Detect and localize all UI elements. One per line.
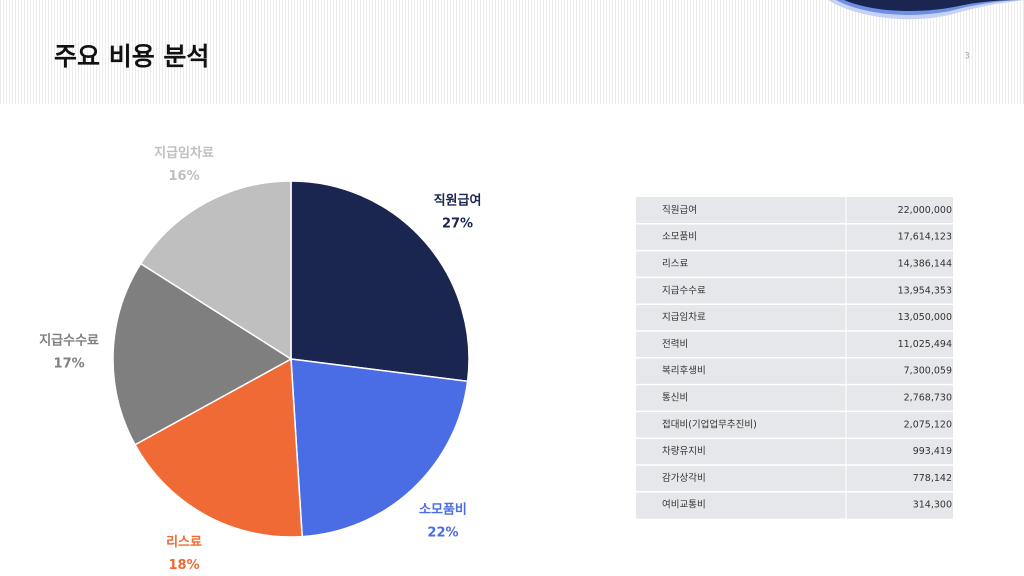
table-cell-name: 지급임차료 [662, 311, 706, 323]
slice-value-label: 18% [168, 558, 199, 573]
pie-slice [290, 180, 470, 383]
slice-label: 직원급여 [434, 193, 482, 209]
table-cell-name: 차량유지비 [662, 445, 706, 457]
slice-label: 소모품비 [419, 502, 467, 517]
table-cell-value: 2,075,120 [904, 419, 952, 430]
wave-decoration [828, 0, 1024, 20]
table-cell-value: 13,050,000 [898, 312, 952, 323]
table-cell-value: 778,142 [913, 473, 952, 484]
slice-label: 지급수수료 [39, 334, 99, 349]
table-cell-value: 7,300,059 [904, 366, 952, 377]
page-number: 3 [964, 52, 970, 62]
pie-chart: 직원급여 27% 소모품비 22% 리스료 18% 지급수수료 17% 지급임차료 16% [39, 145, 481, 573]
table-cell-name: 여비교통비 [662, 499, 706, 511]
data-table: 직원급여 22,000,000 소모품비 17,614,123 리스료 14,386,14… [636, 197, 953, 519]
pie-slice [133, 357, 303, 538]
table-cell-name: 복리후생비 [662, 366, 706, 377]
table-cell-value: 17,614,123 [898, 232, 952, 243]
pie-slice [112, 262, 293, 446]
table-cell-value: 2,768,730 [904, 393, 952, 404]
table-cell-name: 소모품비 [662, 232, 697, 243]
table-cell-value: 13,954,353 [898, 285, 952, 296]
table-cell-value: 22,000,000 [898, 205, 952, 216]
pie-slice [139, 180, 292, 361]
table-cell-name: 접대비(기업업무추진비) [662, 418, 757, 430]
slice-value-label: 16% [168, 169, 199, 184]
table-cell-name: 전력비 [662, 338, 688, 350]
slice-label: 지급임차료 [154, 145, 214, 161]
table-cell-name: 리스료 [662, 259, 688, 270]
table-cell-value: 11,025,494 [898, 339, 952, 350]
slice-value-label: 27% [442, 217, 473, 232]
table-cell-value: 993,419 [913, 446, 952, 457]
slice-label: 리스료 [166, 534, 202, 550]
table-cell-name: 지급수수료 [662, 285, 706, 296]
header-band [0, 0, 1024, 104]
table-cell-value: 314,300 [913, 500, 952, 511]
table-cell-name: 통신비 [662, 393, 688, 404]
table-cell-name: 직원급여 [662, 204, 697, 216]
table-cell-value: 14,386,144 [898, 259, 952, 270]
slide-title: 주요 비용 분석 [54, 42, 209, 71]
pie-slice [290, 358, 469, 538]
slice-value-label: 22% [427, 525, 458, 540]
slice-value-label: 17% [54, 357, 85, 372]
table-cell-name: 감가상각비 [662, 472, 706, 484]
